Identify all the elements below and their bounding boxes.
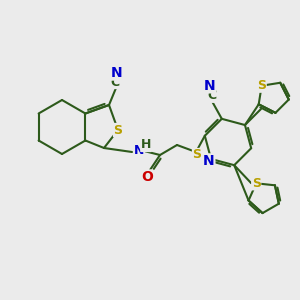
Text: S: S (257, 79, 266, 92)
Text: N: N (134, 143, 144, 157)
Text: N: N (204, 79, 216, 93)
Text: N: N (111, 66, 123, 80)
Text: N: N (203, 154, 215, 168)
Text: S: S (193, 148, 202, 161)
Text: C: C (110, 76, 120, 88)
Text: S: S (252, 177, 261, 190)
Text: O: O (141, 170, 153, 184)
Text: S: S (113, 124, 122, 136)
Text: C: C (207, 89, 216, 102)
Text: H: H (141, 139, 151, 152)
